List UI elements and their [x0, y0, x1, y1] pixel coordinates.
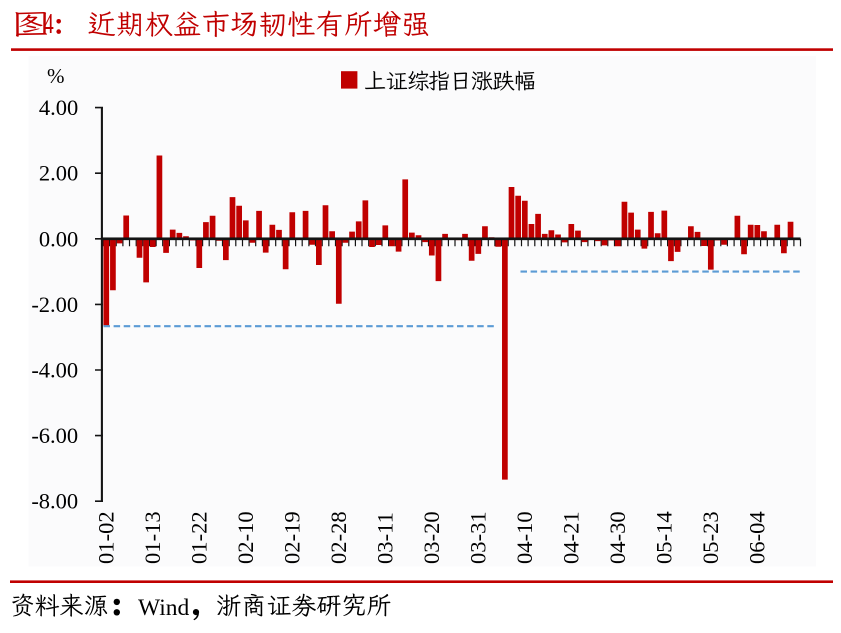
- svg-text:-4.00: -4.00: [31, 358, 78, 383]
- svg-text:04-30: 04-30: [605, 511, 630, 564]
- svg-text:04-10: 04-10: [512, 511, 537, 564]
- svg-text:03-20: 03-20: [419, 511, 444, 564]
- svg-text:01-22: 01-22: [187, 511, 212, 564]
- svg-text:4.00: 4.00: [39, 95, 78, 120]
- svg-text:01-02: 01-02: [94, 511, 119, 564]
- svg-text:01-13: 01-13: [140, 511, 165, 564]
- svg-text:02-19: 02-19: [280, 511, 305, 564]
- svg-text:03-31: 03-31: [466, 511, 491, 564]
- svg-text:05-14: 05-14: [652, 511, 677, 564]
- svg-text:2.00: 2.00: [39, 161, 78, 186]
- svg-text:4: 4: [44, 8, 55, 40]
- svg-text:-8.00: -8.00: [31, 489, 78, 514]
- svg-text:02-10: 02-10: [233, 511, 258, 564]
- svg-text:%: %: [47, 64, 65, 88]
- svg-text:0.00: 0.00: [39, 226, 78, 251]
- svg-text:02-28: 02-28: [326, 511, 351, 564]
- svg-text:Wind: Wind: [138, 595, 190, 621]
- svg-text:-2.00: -2.00: [31, 292, 78, 317]
- svg-text:03-11: 03-11: [373, 512, 398, 564]
- svg-text:06-04: 06-04: [745, 511, 770, 564]
- svg-text:05-23: 05-23: [698, 511, 723, 564]
- svg-text:04-21: 04-21: [559, 511, 584, 564]
- svg-text:-6.00: -6.00: [31, 423, 78, 448]
